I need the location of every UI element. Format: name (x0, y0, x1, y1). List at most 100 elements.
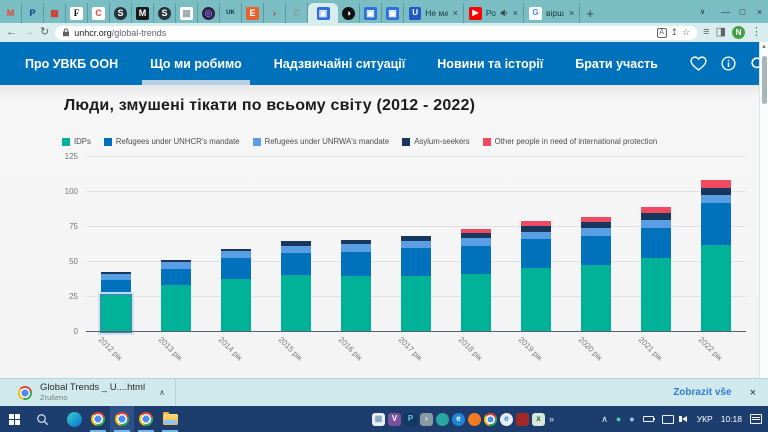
close-button[interactable]: × (756, 6, 763, 17)
taskbar-photos-app[interactable]: ▦ (372, 412, 385, 426)
segment-idps[interactable] (701, 244, 731, 332)
segment-refugees[interactable] (101, 273, 131, 281)
segment-asylum-seekers[interactable] (281, 241, 311, 246)
pinned-tab-forbes[interactable]: F (66, 3, 88, 23)
segment-refugees[interactable] (641, 219, 671, 228)
segment-refugees[interactable] (281, 252, 311, 276)
segment-idps[interactable] (641, 257, 671, 332)
pinned-tab-c-red-app[interactable]: C (88, 3, 110, 23)
taskbar-blue-p-app[interactable]: P (404, 412, 417, 426)
taskbar-globe-app[interactable] (436, 412, 449, 426)
segment-refugees[interactable] (581, 227, 611, 236)
pinned-tab-pattern-app[interactable]: ▦ (176, 3, 198, 23)
scrollbar-up-arrow[interactable]: ▲ (761, 44, 767, 50)
clock[interactable]: 10:18 (720, 414, 742, 424)
segment-refugees[interactable] (281, 245, 311, 253)
pinned-tab-purple-ring-app[interactable]: ◎ (198, 3, 220, 23)
back-button[interactable]: ← (6, 26, 17, 38)
segment-asylum-seekers[interactable] (581, 222, 611, 228)
segment-refugees[interactable] (161, 262, 191, 270)
segment-refugees[interactable] (641, 227, 671, 258)
download-item[interactable]: Global Trends _ U....html Zrušeno ∧ (12, 379, 176, 406)
segment-refugees[interactable] (401, 248, 431, 276)
show-all-downloads-link[interactable]: Zobrazit vše (673, 387, 732, 398)
heart-icon[interactable] (690, 56, 707, 71)
pinned-tab-s-dark-app-1[interactable]: S (110, 3, 132, 23)
tab-u-page[interactable]: U Не ма × (404, 3, 464, 23)
battery-icon[interactable] (642, 416, 655, 422)
bar-2013[interactable] (161, 260, 191, 332)
vertical-scrollbar[interactable]: ▲ (759, 42, 768, 378)
address-bar[interactable]: unhcr.org/global-trends A ↥ ☆ (55, 25, 698, 40)
download-bar-close-icon[interactable]: × (749, 386, 756, 399)
pinned-tab-red-grid-app[interactable]: ▦ (44, 3, 66, 23)
info-icon[interactable] (721, 56, 736, 71)
segment-other[interactable] (701, 180, 731, 188)
segment-idps[interactable] (521, 268, 551, 332)
segment-refugees[interactable] (221, 258, 251, 279)
segment-asylum-seekers[interactable] (521, 225, 551, 232)
segment-idps[interactable] (161, 285, 191, 332)
segment-refugees[interactable] (101, 280, 131, 296)
bookmark-star-icon[interactable]: ☆ (682, 27, 691, 37)
segment-other[interactable] (461, 229, 491, 233)
segment-asylum-seekers[interactable] (461, 232, 491, 238)
bar-2015[interactable] (281, 241, 311, 332)
nav-item-про-увкб-оон[interactable]: Про УВКБ ООН (25, 56, 119, 71)
bar-2017[interactable] (401, 236, 431, 332)
segment-refugees[interactable] (341, 251, 371, 276)
taskbar-chrome-2-icon[interactable] (110, 406, 134, 432)
taskbar-chrome-1-icon[interactable] (86, 406, 110, 432)
taskbar-overflow-icon[interactable]: » (549, 414, 555, 424)
segment-other[interactable] (581, 216, 611, 223)
taskbar-edge-app[interactable]: e (452, 412, 465, 426)
side-panel-icon[interactable]: ◨ (715, 26, 726, 38)
bar-2021[interactable] (641, 207, 671, 332)
pinned-tab-blue-app-2[interactable]: ▣ (382, 3, 404, 23)
segment-asylum-seekers[interactable] (701, 187, 731, 196)
tray-globe-icon[interactable]: ● (629, 413, 635, 424)
bar-2020[interactable] (581, 216, 611, 332)
segment-refugees[interactable] (521, 231, 551, 240)
segment-refugees[interactable] (701, 195, 731, 204)
volume-icon[interactable] (678, 416, 687, 422)
forward-button[interactable]: → (23, 26, 34, 38)
pinned-tab-e-katalog[interactable]: E (242, 3, 264, 23)
notification-center-icon[interactable] (750, 414, 762, 424)
segment-idps[interactable] (461, 274, 491, 332)
segment-refugees[interactable] (161, 269, 191, 286)
pinned-tab-s-dark-app-2[interactable]: S (154, 3, 176, 23)
nav-item-новини-та-історії[interactable]: Новини та історії (437, 56, 544, 71)
pinned-tab-red-arrow-app[interactable]: › (264, 3, 286, 23)
translate-icon[interactable]: A (656, 27, 667, 38)
segment-idps[interactable] (100, 294, 132, 333)
segment-idps[interactable] (581, 264, 611, 332)
segment-other[interactable] (641, 207, 671, 214)
segment-refugees[interactable] (701, 203, 731, 245)
bar-2022[interactable] (701, 180, 731, 332)
segment-refugees[interactable] (461, 245, 491, 275)
taskbar-green-app[interactable]: x (532, 412, 545, 426)
tab-close-icon[interactable]: × (568, 8, 575, 18)
network-icon[interactable] (661, 414, 674, 424)
pinned-tab-half-circle-app[interactable]: ◑ (338, 3, 360, 23)
segment-idps[interactable] (221, 278, 251, 332)
language-indicator[interactable]: УКР (696, 414, 713, 424)
pinned-tab-uk-app[interactable]: UK (220, 3, 242, 23)
tab-youtube[interactable]: ▶ Ро × (464, 3, 524, 23)
segment-idps[interactable] (281, 275, 311, 332)
segment-refugees[interactable] (341, 244, 371, 252)
taskbar-internet-explorer[interactable]: e (500, 412, 513, 426)
taskbar-firefox[interactable] (468, 412, 481, 426)
pinned-tab-blue-app-1[interactable]: ▣ (360, 3, 382, 23)
download-expand-icon[interactable]: ∧ (159, 388, 165, 397)
nav-item-що-ми-робимо[interactable]: Що ми робимо (142, 42, 250, 85)
pinned-tab-c-gray-app[interactable]: C (286, 3, 308, 23)
share-icon[interactable]: ↥ (670, 27, 679, 37)
bar-2014[interactable] (221, 248, 251, 332)
segment-asylum-seekers[interactable] (101, 272, 131, 274)
segment-other[interactable] (521, 220, 551, 226)
segment-asylum-seekers[interactable] (341, 240, 371, 245)
bar-2016[interactable] (341, 240, 371, 332)
taskbar-chrome-3-icon[interactable] (134, 406, 158, 432)
